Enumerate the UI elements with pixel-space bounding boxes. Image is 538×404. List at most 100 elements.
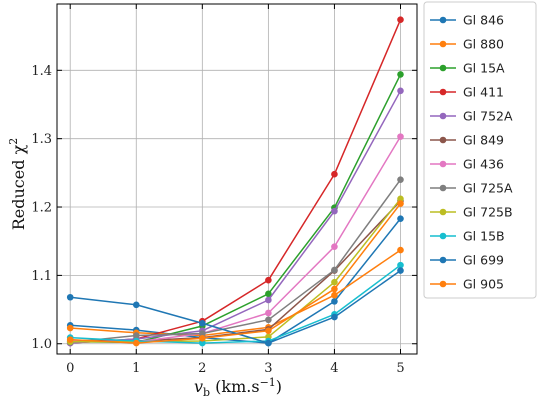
data-point bbox=[132, 332, 140, 339]
y-tick-label: 1.1 bbox=[31, 269, 52, 284]
data-point bbox=[397, 215, 404, 222]
series-gl-752a bbox=[66, 87, 404, 347]
data-point bbox=[132, 301, 140, 309]
data-point bbox=[199, 319, 206, 327]
data-point bbox=[331, 298, 338, 305]
data-point bbox=[66, 324, 74, 332]
data-point bbox=[397, 71, 404, 78]
data-point bbox=[397, 267, 404, 274]
data-point bbox=[331, 243, 338, 250]
legend-item: Gl 905 bbox=[430, 277, 504, 292]
series-gl-411 bbox=[66, 16, 404, 347]
data-point bbox=[66, 336, 74, 343]
data-point bbox=[397, 16, 404, 24]
x-axis-title-main: v bbox=[194, 377, 203, 396]
legend-item: Gl 846 bbox=[430, 13, 504, 28]
y-tick-label: 1.4 bbox=[31, 64, 52, 79]
legend-label: Gl 699 bbox=[463, 253, 504, 268]
legend: Gl 846 Gl 880 Gl 15A Gl 411 Gl 752A Gl 849 Gl … bbox=[423, 1, 537, 299]
legend-item: Gl 725A bbox=[430, 181, 513, 196]
legend-item: Gl 411 bbox=[430, 85, 504, 100]
data-point bbox=[199, 330, 206, 337]
series-line bbox=[70, 203, 402, 344]
series-line bbox=[70, 198, 402, 343]
legend-item: Gl 15A bbox=[430, 61, 505, 76]
y-tick-label: 1.2 bbox=[31, 201, 52, 216]
legend-label: Gl 846 bbox=[463, 13, 504, 28]
legend-item: Gl 436 bbox=[430, 157, 504, 172]
y-axis-title: Reduced χ2 bbox=[7, 138, 28, 231]
series-gl-905 bbox=[66, 200, 404, 347]
plot-frame bbox=[56, 3, 418, 355]
legend-label: Gl 411 bbox=[463, 85, 504, 100]
legend-label: Gl 725B bbox=[463, 205, 513, 220]
x-axis-title-units: (km.s bbox=[210, 377, 260, 396]
legend-box bbox=[423, 1, 537, 299]
data-point bbox=[66, 293, 74, 301]
data-point bbox=[397, 200, 404, 207]
legend-swatch-marker bbox=[439, 16, 447, 24]
legend-item: Gl 15B bbox=[430, 229, 505, 244]
legend-item: Gl 880 bbox=[430, 37, 504, 52]
data-point bbox=[331, 313, 338, 321]
data-point bbox=[397, 195, 404, 203]
series-layer bbox=[66, 16, 404, 347]
legend-swatch-marker bbox=[439, 40, 447, 48]
x-axis-title-sup: −1 bbox=[260, 376, 276, 389]
legend-swatch-marker bbox=[439, 88, 447, 96]
x-axis-title-sub: b bbox=[203, 386, 210, 399]
series-line bbox=[70, 200, 402, 342]
x-tick-label: 3 bbox=[264, 361, 272, 376]
data-point bbox=[265, 309, 272, 317]
data-point bbox=[265, 339, 272, 347]
series-line bbox=[70, 179, 402, 344]
legend-label: Gl 905 bbox=[463, 277, 504, 292]
x-axis-title-close: ) bbox=[276, 377, 282, 396]
data-point bbox=[199, 339, 206, 347]
legend-swatch-marker bbox=[439, 184, 447, 192]
data-point bbox=[331, 170, 338, 178]
data-point bbox=[397, 261, 404, 269]
series-line bbox=[70, 90, 402, 344]
data-point bbox=[397, 133, 404, 140]
y-axis-title-main: Reduced χ bbox=[9, 144, 28, 230]
x-tick-label: 4 bbox=[330, 361, 338, 376]
x-tick-label: 0 bbox=[66, 361, 74, 376]
legend-label: Gl 15B bbox=[463, 229, 505, 244]
data-point bbox=[265, 316, 272, 324]
data-point bbox=[265, 327, 272, 335]
data-point bbox=[199, 334, 206, 342]
legend-swatch-marker bbox=[439, 160, 447, 168]
data-point bbox=[331, 291, 338, 299]
data-point bbox=[331, 207, 338, 215]
series-gl-699 bbox=[66, 267, 404, 347]
series-gl-436 bbox=[66, 133, 404, 345]
x-tick-label: 2 bbox=[198, 361, 206, 376]
series-line bbox=[70, 264, 401, 344]
legend-label: Gl 725A bbox=[463, 181, 513, 196]
legend-item: Gl 752A bbox=[430, 109, 513, 124]
series-gl-880 bbox=[66, 246, 404, 339]
legend-swatch-marker bbox=[439, 280, 447, 288]
data-point bbox=[265, 296, 272, 304]
data-point bbox=[132, 339, 140, 347]
series-gl-725a bbox=[66, 176, 404, 346]
legend-label: Gl 849 bbox=[463, 133, 504, 148]
legend-swatch-marker bbox=[439, 256, 447, 264]
legend-item: Gl 699 bbox=[430, 253, 504, 268]
legend-item: Gl 725B bbox=[430, 205, 513, 220]
legend-label: Gl 15A bbox=[463, 61, 505, 76]
legend-label: Gl 880 bbox=[463, 37, 504, 52]
series-line bbox=[70, 269, 401, 344]
legend-swatch-marker bbox=[439, 112, 447, 120]
x-tick-label: 1 bbox=[132, 361, 140, 376]
legend-item: Gl 849 bbox=[430, 133, 504, 148]
series-line bbox=[70, 218, 402, 344]
legend-swatch-marker bbox=[439, 136, 447, 144]
x-tick-label: 5 bbox=[396, 361, 404, 376]
data-point bbox=[331, 285, 338, 293]
legend-swatch-marker bbox=[439, 208, 447, 216]
legend-label: Gl 436 bbox=[463, 157, 504, 172]
data-point bbox=[265, 290, 272, 298]
